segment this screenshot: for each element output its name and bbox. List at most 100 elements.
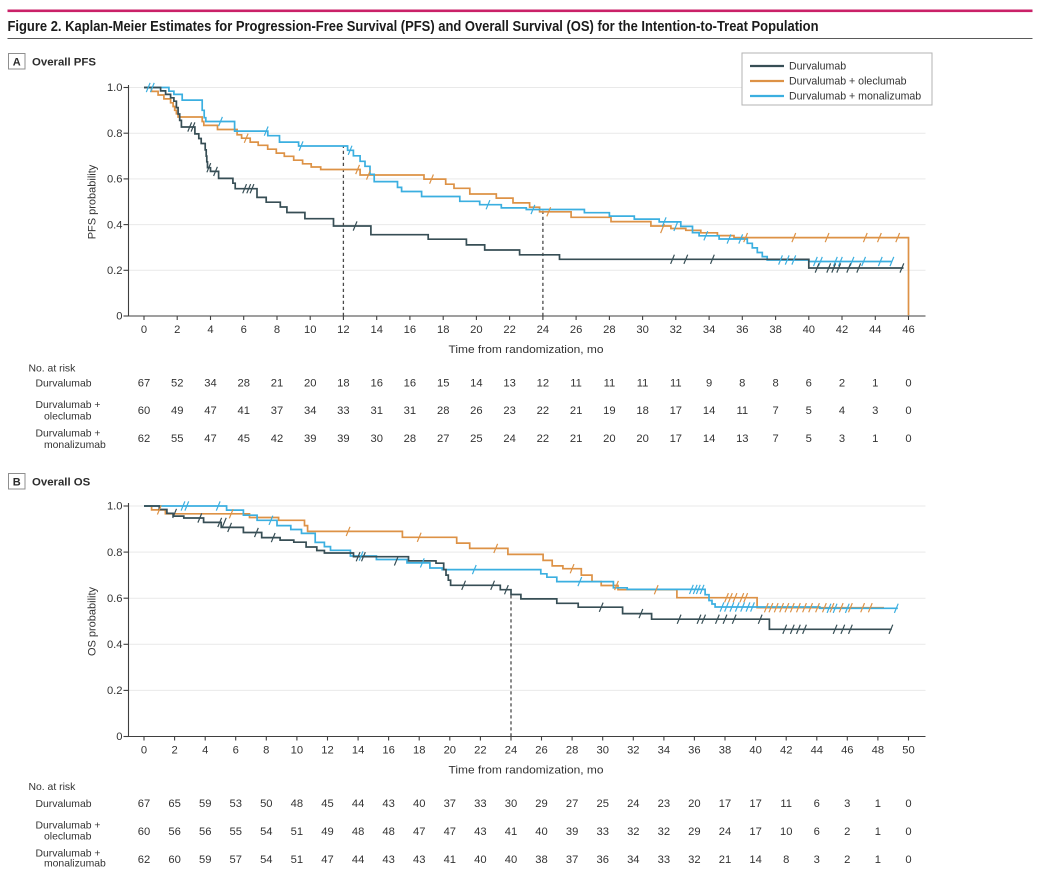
svg-text:29: 29 <box>535 798 547 810</box>
svg-text:monalizumab: monalizumab <box>44 859 106 870</box>
svg-text:1: 1 <box>875 854 881 866</box>
svg-text:1.0: 1.0 <box>107 82 123 94</box>
svg-text:21: 21 <box>570 405 582 417</box>
svg-text:43: 43 <box>382 854 394 866</box>
svg-text:4: 4 <box>202 745 208 757</box>
svg-text:14: 14 <box>703 405 715 417</box>
svg-text:Durvalumab +: Durvalumab + <box>36 821 101 832</box>
svg-text:8: 8 <box>783 854 789 866</box>
svg-text:10: 10 <box>304 324 316 336</box>
svg-text:3: 3 <box>814 854 820 866</box>
svg-text:21: 21 <box>570 433 582 445</box>
svg-text:37: 37 <box>271 405 283 417</box>
svg-text:62: 62 <box>138 854 150 866</box>
svg-text:42: 42 <box>836 324 848 336</box>
svg-text:59: 59 <box>199 854 211 866</box>
svg-text:0: 0 <box>905 405 911 417</box>
svg-text:monalizumab: monalizumab <box>44 440 106 451</box>
svg-text:Durvalumab: Durvalumab <box>36 799 92 810</box>
svg-text:4: 4 <box>839 405 845 417</box>
svg-text:32: 32 <box>658 826 670 838</box>
svg-text:47: 47 <box>321 854 333 866</box>
svg-text:44: 44 <box>352 798 364 810</box>
svg-text:8: 8 <box>274 324 280 336</box>
svg-text:5: 5 <box>806 405 812 417</box>
svg-text:27: 27 <box>437 433 449 445</box>
svg-text:24: 24 <box>719 826 731 838</box>
svg-text:50: 50 <box>902 745 914 757</box>
svg-text:0: 0 <box>905 433 911 445</box>
svg-text:62: 62 <box>138 433 150 445</box>
svg-text:0.4: 0.4 <box>107 219 123 231</box>
svg-text:47: 47 <box>204 433 216 445</box>
svg-text:30: 30 <box>636 324 648 336</box>
svg-text:7: 7 <box>772 433 778 445</box>
svg-text:50: 50 <box>260 798 272 810</box>
svg-text:25: 25 <box>470 433 482 445</box>
svg-text:43: 43 <box>382 798 394 810</box>
svg-text:32: 32 <box>688 854 700 866</box>
svg-text:2: 2 <box>171 745 177 757</box>
svg-text:16: 16 <box>382 745 394 757</box>
svg-text:22: 22 <box>537 405 549 417</box>
svg-text:40: 40 <box>535 826 547 838</box>
svg-text:11: 11 <box>780 798 792 810</box>
svg-text:Durvalumab: Durvalumab <box>36 379 92 390</box>
svg-text:21: 21 <box>719 854 731 866</box>
svg-text:33: 33 <box>658 854 670 866</box>
svg-text:Durvalumab: Durvalumab <box>789 61 846 73</box>
svg-text:13: 13 <box>503 378 515 390</box>
svg-text:No. at risk: No. at risk <box>29 364 77 375</box>
svg-text:0.2: 0.2 <box>107 265 123 277</box>
svg-text:14: 14 <box>370 324 382 336</box>
svg-text:49: 49 <box>321 826 333 838</box>
svg-text:26: 26 <box>470 405 482 417</box>
svg-text:Overall PFS: Overall PFS <box>32 56 96 68</box>
svg-text:39: 39 <box>337 433 349 445</box>
svg-text:36: 36 <box>688 745 700 757</box>
svg-text:33: 33 <box>337 405 349 417</box>
svg-text:30: 30 <box>596 745 608 757</box>
svg-text:Figure 2. Kaplan-Meier Estimat: Figure 2. Kaplan-Meier Estimates for Pro… <box>8 19 819 35</box>
svg-text:28: 28 <box>404 433 416 445</box>
svg-text:2: 2 <box>839 378 845 390</box>
svg-text:32: 32 <box>670 324 682 336</box>
svg-text:48: 48 <box>352 826 364 838</box>
svg-text:Durvalumab + oleclumab: Durvalumab + oleclumab <box>789 76 907 88</box>
svg-text:54: 54 <box>260 854 272 866</box>
svg-text:6: 6 <box>233 745 239 757</box>
svg-text:23: 23 <box>503 405 515 417</box>
svg-text:39: 39 <box>304 433 316 445</box>
svg-text:OS probability: OS probability <box>87 586 99 656</box>
svg-text:Durvalumab +: Durvalumab + <box>36 429 101 440</box>
svg-text:0: 0 <box>116 311 122 323</box>
svg-text:40: 40 <box>749 745 761 757</box>
svg-text:37: 37 <box>566 854 578 866</box>
svg-text:36: 36 <box>596 854 608 866</box>
svg-text:28: 28 <box>603 324 615 336</box>
svg-text:20: 20 <box>636 433 648 445</box>
svg-text:26: 26 <box>570 324 582 336</box>
svg-text:48: 48 <box>291 798 303 810</box>
svg-text:19: 19 <box>603 405 615 417</box>
svg-text:48: 48 <box>872 745 884 757</box>
svg-text:32: 32 <box>627 826 639 838</box>
svg-text:0: 0 <box>905 378 911 390</box>
svg-text:44: 44 <box>869 324 881 336</box>
svg-text:14: 14 <box>749 854 761 866</box>
svg-text:Durvalumab + monalizumab: Durvalumab + monalizumab <box>789 91 921 103</box>
svg-text:PFS probability: PFS probability <box>87 164 99 239</box>
svg-text:26: 26 <box>535 745 547 757</box>
svg-text:11: 11 <box>736 405 748 417</box>
svg-text:48: 48 <box>382 826 394 838</box>
svg-text:22: 22 <box>537 433 549 445</box>
svg-text:51: 51 <box>291 854 303 866</box>
svg-text:2: 2 <box>844 854 850 866</box>
svg-text:42: 42 <box>271 433 283 445</box>
svg-text:6: 6 <box>814 826 820 838</box>
svg-text:40: 40 <box>505 854 517 866</box>
svg-text:33: 33 <box>474 798 486 810</box>
svg-text:15: 15 <box>437 378 449 390</box>
svg-text:14: 14 <box>703 433 715 445</box>
svg-text:46: 46 <box>902 324 914 336</box>
